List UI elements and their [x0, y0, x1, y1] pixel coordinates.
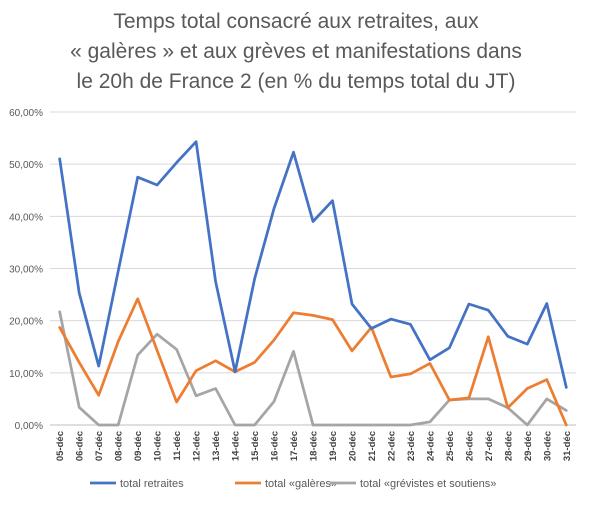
chart-title-line-3: le 20h de France 2 (en % du temps total …: [77, 70, 516, 93]
x-tick-label: 16-déc: [270, 431, 281, 461]
x-tick-label: 09-déc: [133, 431, 144, 461]
x-tick-label: 19-déc: [328, 431, 339, 461]
y-tick-label: 20,00%: [9, 317, 43, 328]
legend: total retraites total «galères» total «gré…: [90, 478, 496, 490]
y-tick-label: 60,00%: [9, 108, 43, 119]
x-tick-label: 15-déc: [250, 431, 261, 461]
x-tick-label: 06-déc: [75, 431, 86, 461]
y-tick-label: 40,00%: [9, 212, 43, 223]
y-tick-label: 30,00%: [9, 265, 43, 276]
x-tick-label: 30-déc: [542, 431, 553, 461]
x-tick-label: 26-déc: [464, 431, 475, 461]
y-tick-label: 10,00%: [9, 369, 43, 380]
gridlines: [50, 111, 576, 426]
x-tick-label: 14-déc: [231, 431, 242, 461]
x-tick-label: 21-déc: [367, 431, 378, 461]
x-tick-label: 25-déc: [445, 431, 456, 461]
y-axis-tick-labels: 0,00% 10,00% 20,00% 30,00% 40,00% 50,00% 60,00…: [9, 108, 43, 432]
x-tick-label: 07-déc: [94, 431, 105, 461]
series-line-3: [58, 310, 568, 427]
y-tick-label: 0,00%: [15, 421, 43, 432]
x-tick-label: 18-déc: [309, 431, 320, 461]
chart-title-line-2: « galères » et aux grèves et manifestati…: [70, 40, 522, 63]
series-line-2: [58, 297, 568, 427]
x-tick-label: 20-déc: [347, 431, 358, 461]
x-tick-label: 29-déc: [523, 431, 534, 461]
chart-title-line-1: Temps total consacré aux retraites, aux: [113, 10, 479, 33]
x-axis-tick-labels: 05-déc 06-déc 07-déc 08-déc 09-déc 10-déc 11-d…: [55, 431, 573, 461]
y-tick-label: 50,00%: [9, 160, 43, 171]
x-tick-label: 24-déc: [425, 431, 436, 461]
x-tick-label: 31-déc: [562, 431, 573, 461]
legend-label: total «galères»: [265, 478, 337, 490]
x-tick-label: 23-déc: [406, 431, 417, 461]
x-tick-label: 11-déc: [172, 431, 183, 461]
x-tick-label: 27-déc: [484, 431, 495, 461]
chart-title: Temps total consacré aux retraites, aux …: [70, 10, 522, 93]
x-tick-label: 17-déc: [289, 431, 300, 461]
series-lines: [58, 140, 568, 427]
legend-label: total «grévistes et soutiens»: [360, 478, 496, 490]
x-tick-label: 22-déc: [386, 431, 397, 461]
x-tick-label: 12-déc: [192, 431, 203, 461]
x-tick-label: 28-déc: [503, 431, 514, 461]
legend-label: total retraites: [120, 478, 184, 490]
series-line-1: [58, 140, 568, 389]
x-tick-label: 05-déc: [55, 431, 66, 461]
x-tick-label: 10-déc: [153, 431, 164, 461]
x-tick-label: 13-déc: [211, 431, 222, 461]
x-tick-label: 08-déc: [114, 431, 125, 461]
